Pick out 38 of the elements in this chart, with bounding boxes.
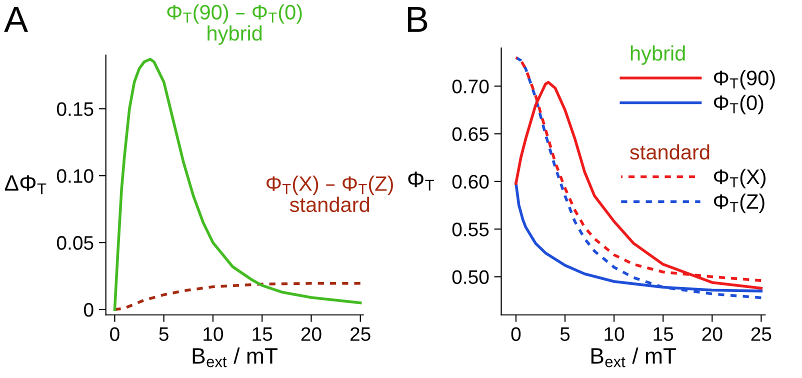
y-axis-title: ΔΦ$_{T}$ xyxy=(4,175,46,194)
x-tick-label: 15 xyxy=(654,327,674,341)
text: A xyxy=(4,6,28,32)
y-tick-label: 0 xyxy=(84,302,94,317)
y-axis-title: Φ$_{T}$ xyxy=(408,172,434,191)
y-tick-label: 0.60 xyxy=(452,174,489,189)
y-tick-label: 0.55 xyxy=(452,222,489,236)
y-tick-label: 0.05 xyxy=(56,236,94,250)
legend-label: Φ$_{T}$(X) xyxy=(714,168,766,188)
x-tick-label: 25 xyxy=(350,327,370,341)
y-tick-label: 0.50 xyxy=(452,270,489,284)
x-tick-label: 0 xyxy=(110,327,120,341)
x-tick-label: 20 xyxy=(301,327,322,341)
line-series xyxy=(113,282,362,311)
x-axis-title: B$_{ext}$ / mT xyxy=(591,347,676,368)
x-tick-label: 10 xyxy=(604,327,624,341)
x-tick-label: 5 xyxy=(560,327,570,341)
legend-label: Φ$_{T}$(0) xyxy=(714,94,764,114)
x-axis-title: B$_{ext}$ / mT xyxy=(192,347,278,368)
annotation: standard xyxy=(630,144,710,160)
annotation: hybrid xyxy=(630,45,685,65)
text: B xyxy=(408,6,428,32)
text: Φ$_{T}$(X) – Φ$_{T}$(Z) xyxy=(266,176,393,196)
series-label: Φ$_{T}$(90) – Φ$_{T}$(0) xyxy=(167,4,302,24)
y-tick-label: 0.10 xyxy=(56,169,94,183)
x-tick-label: 20 xyxy=(702,327,722,341)
legend-label: Φ$_{T}$(90) xyxy=(714,70,775,90)
y-tick-label: 0.70 xyxy=(452,80,489,94)
x-tick-label: 15 xyxy=(252,327,272,341)
x-tick-label: 10 xyxy=(204,327,224,341)
legend-label: Φ$_{T}$(Z) xyxy=(714,194,764,214)
y-tick-label: 0.15 xyxy=(56,102,94,116)
annotation: standard xyxy=(290,196,370,212)
y-tick-label: 0.65 xyxy=(452,127,489,142)
text: hybrid xyxy=(208,25,262,45)
x-tick-label: 0 xyxy=(511,327,521,341)
x-tick-label: 5 xyxy=(159,327,168,341)
x-tick-label: 25 xyxy=(751,327,772,341)
